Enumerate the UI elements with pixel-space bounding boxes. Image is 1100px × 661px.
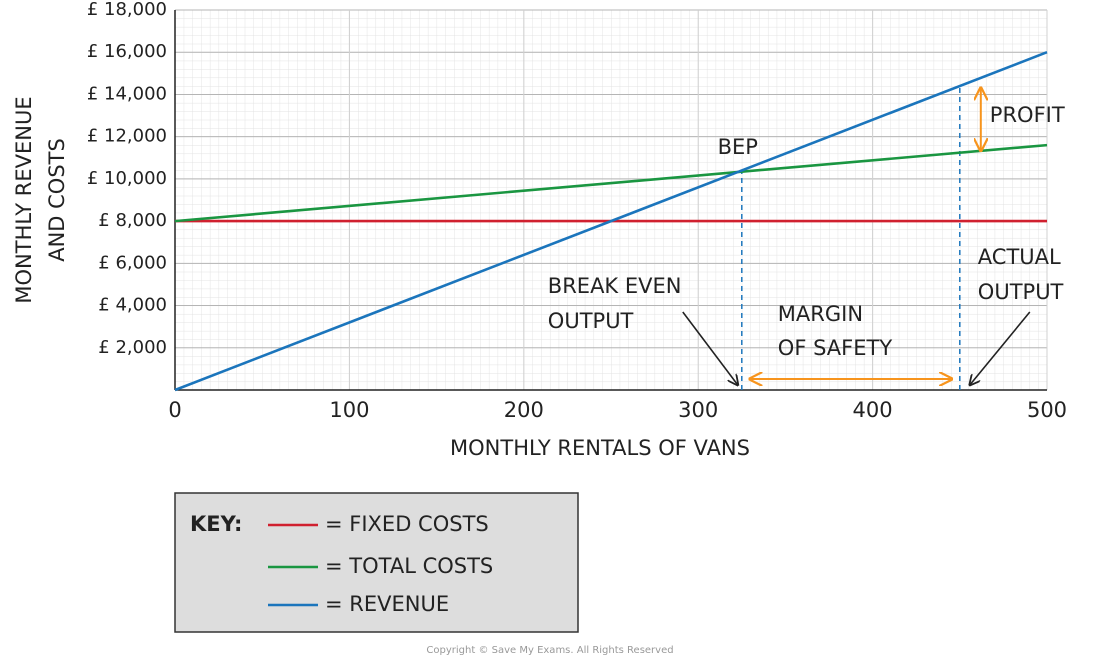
y-axis-label: MONTHLY REVENUE bbox=[12, 96, 36, 303]
actual-output-note: ACTUAL bbox=[978, 245, 1061, 269]
x-tick-label: 400 bbox=[853, 398, 893, 422]
break-even-note: BREAK EVEN bbox=[548, 274, 682, 298]
y-tick-label: £ 8,000 bbox=[98, 210, 167, 231]
profit-label: PROFIT bbox=[990, 103, 1065, 127]
minor-grid bbox=[175, 10, 1047, 390]
bep-label: BEP bbox=[718, 135, 758, 159]
y-tick-label: £ 18,000 bbox=[87, 0, 167, 20]
legend-box bbox=[174, 492, 579, 633]
x-axis-label: MONTHLY RENTALS OF VANS bbox=[450, 436, 750, 460]
x-tick-label: 100 bbox=[329, 398, 369, 422]
y-tick-label: £ 6,000 bbox=[98, 252, 167, 273]
x-tick-label: 300 bbox=[678, 398, 718, 422]
copyright: Copyright © Save My Exams. All Rights Re… bbox=[426, 645, 673, 656]
margin-note: OF SAFETY bbox=[778, 336, 893, 360]
y-tick-label: £ 2,000 bbox=[98, 337, 167, 358]
y-axis-label: AND COSTS bbox=[45, 138, 69, 262]
margin-note: MARGIN bbox=[778, 302, 863, 326]
x-tick-label: 200 bbox=[504, 398, 544, 422]
x-tick-label: 0 bbox=[168, 398, 181, 422]
series-line bbox=[174, 51, 1048, 392]
y-tick-label: £ 4,000 bbox=[98, 295, 167, 316]
break-even-arrow bbox=[682, 311, 738, 385]
y-tick-label: £ 10,000 bbox=[87, 168, 167, 189]
plot-area bbox=[174, 9, 1048, 392]
actual-output-arrow bbox=[970, 311, 1031, 385]
series-line bbox=[174, 143, 1048, 223]
actual-output-note: OUTPUT bbox=[978, 280, 1064, 304]
y-tick-label: £ 14,000 bbox=[87, 83, 167, 104]
legend-label: = REVENUE bbox=[325, 592, 449, 616]
legend-label: = FIXED COSTS bbox=[325, 512, 489, 536]
legend-label: = TOTAL COSTS bbox=[325, 554, 493, 578]
legend-title: KEY: bbox=[190, 512, 242, 536]
y-tick-label: £ 16,000 bbox=[87, 41, 167, 62]
break-even-note: OUTPUT bbox=[548, 309, 634, 333]
y-tick-label: £ 12,000 bbox=[87, 126, 167, 147]
x-tick-label: 500 bbox=[1027, 398, 1067, 422]
